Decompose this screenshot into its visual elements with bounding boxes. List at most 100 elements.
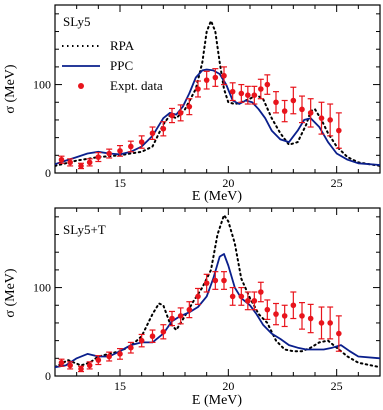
data-point-expt-data: [221, 271, 227, 290]
marker: [245, 92, 251, 98]
x-tick-label: 25: [331, 176, 343, 190]
panel-sly5: SLy5 RPA PPC Expt. data 15 20 25 0 100 E (Me…: [3, 4, 381, 204]
marker: [195, 86, 201, 92]
marker: [251, 298, 258, 304]
marker: [67, 362, 73, 369]
y-axis-title: σ (MeV): [3, 268, 18, 317]
marker: [299, 106, 305, 113]
data-point-expt-data: [299, 95, 305, 124]
y-tick-label: 100: [33, 78, 51, 92]
data-point-expt-data: [335, 112, 342, 149]
marker: [221, 277, 227, 284]
marker: [128, 344, 134, 351]
marker: [86, 159, 93, 166]
data-point-expt-data: [86, 158, 93, 167]
legend-label-expt: Expt. data: [110, 78, 163, 93]
marker: [251, 92, 258, 98]
data-point-expt-data: [290, 291, 297, 320]
marker: [229, 293, 236, 300]
plot-frame: [54, 207, 381, 377]
marker: [318, 115, 325, 121]
data-point-expt-data: [186, 98, 193, 116]
data-point-expt-data: [160, 324, 167, 340]
data-point-expt-data: [244, 85, 251, 105]
marker: [203, 280, 210, 286]
data-point-expt-data: [58, 155, 65, 164]
x-tick-label: 15: [114, 379, 126, 393]
data-point-expt-data: [212, 68, 219, 87]
marker: [327, 320, 333, 326]
marker: [149, 333, 156, 340]
marker: [138, 337, 145, 344]
data-point-expt-data: [229, 286, 236, 306]
marker: [160, 125, 167, 132]
data-point-expt-data: [307, 98, 314, 128]
x-axis-title: E (MeV): [192, 393, 242, 408]
data-point-expt-data: [238, 286, 245, 306]
data-point-expt-data: [169, 107, 175, 124]
ticks: 15 20 25 0 100: [33, 208, 381, 393]
marker: [177, 313, 184, 319]
data-point-expt-data: [95, 355, 102, 366]
data-point-expt-data: [318, 306, 325, 340]
marker: [307, 110, 314, 116]
data-point-expt-data: [244, 291, 251, 311]
data-point-expt-data: [127, 341, 134, 354]
data-point-expt-data: [195, 80, 201, 98]
marker: [58, 359, 65, 366]
marker: [238, 293, 245, 300]
marker: [299, 313, 305, 319]
marker: [258, 86, 264, 92]
marker: [138, 139, 145, 145]
x-tick-label: 20: [222, 176, 234, 190]
marker: [78, 163, 84, 169]
marker: [229, 88, 236, 95]
data-point-expt-data: [318, 101, 325, 135]
marker: [327, 117, 333, 123]
marker: [128, 143, 134, 150]
data-point-expt-data: [67, 361, 74, 370]
marker: [273, 99, 279, 106]
marker: [78, 366, 84, 372]
series-line-ppc: [55, 253, 380, 369]
data-point-expt-data: [95, 152, 102, 163]
data-point-expt-data: [177, 104, 184, 122]
marker: [106, 150, 112, 157]
data-point-expt-data: [257, 281, 264, 303]
ticks: 15 20 25 0 100: [33, 5, 381, 190]
data-point-expt-data: [238, 83, 245, 103]
data-point-expt-data: [86, 361, 93, 370]
series-line-ppc: [55, 68, 380, 166]
marker: [336, 127, 342, 134]
data-point-expt-data: [281, 304, 288, 328]
marker: [221, 72, 227, 79]
marker: [264, 81, 271, 88]
marker: [212, 277, 219, 284]
data-point-expt-data: [212, 271, 219, 290]
marker: [264, 306, 271, 313]
data-point-expt-data: [186, 301, 193, 319]
plot-frame: [54, 4, 381, 174]
data-point-expt-data: [203, 70, 210, 90]
marker: [307, 315, 314, 322]
marker: [86, 362, 93, 369]
data-point-expt-data: [327, 103, 334, 137]
marker: [117, 351, 123, 357]
data-point-expt-data: [257, 78, 264, 100]
marker: [318, 320, 325, 326]
data-point-expt-data: [149, 126, 156, 140]
data-point-expt-data: [273, 91, 279, 114]
marker: [67, 159, 73, 166]
marker: [336, 330, 342, 337]
series-layer: [55, 214, 380, 373]
data-point-expt-data: [78, 162, 84, 170]
series-line-rpa: [55, 214, 380, 369]
marker: [258, 289, 264, 295]
marker: [281, 108, 288, 114]
marker: [212, 74, 219, 81]
x-tick-label: 25: [331, 379, 343, 393]
data-point-expt-data: [335, 315, 342, 352]
marker: [203, 77, 210, 83]
data-point-expt-data: [177, 307, 184, 325]
